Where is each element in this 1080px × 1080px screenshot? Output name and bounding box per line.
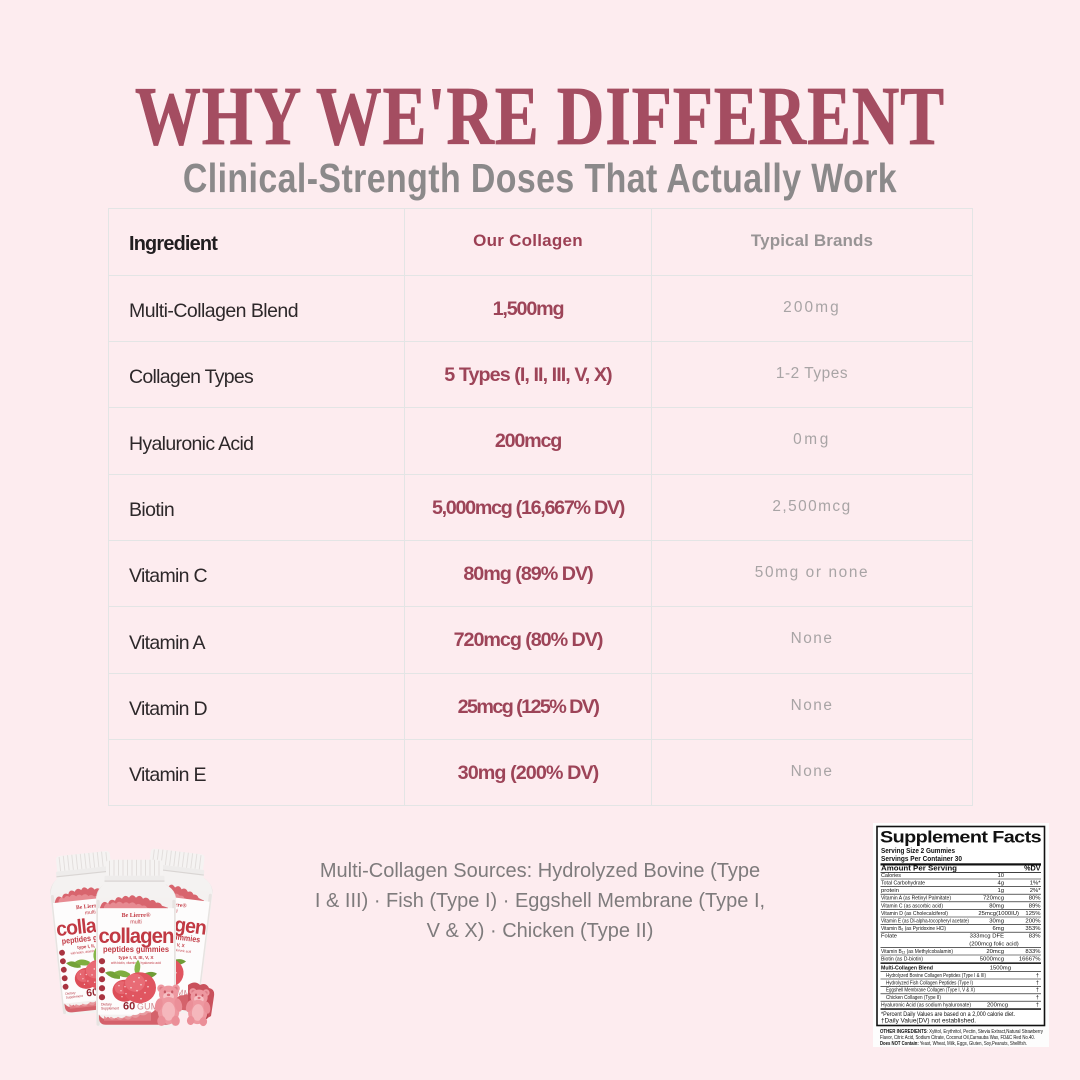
- svg-text:Eggshell Membrane Collagen (Ty: Eggshell Membrane Collagen (Type I, V & …: [886, 988, 975, 994]
- svg-text:Vitamin D (as Cholecalciferol): Vitamin D (as Cholecalciferol): [881, 911, 948, 917]
- svg-text:5000mcg: 5000mcg: [980, 957, 1004, 963]
- svg-text:Vitamin B₆ (as Pyridoxine HCl): Vitamin B₆ (as Pyridoxine HCl): [881, 926, 946, 932]
- svg-text:200%: 200%: [1025, 919, 1041, 925]
- svg-text:Does NOT Contain: Yeast, Wheat: Does NOT Contain: Yeast, Wheat, Milk, Eg…: [880, 1041, 1027, 1047]
- svg-text:200mcg: 200mcg: [987, 1003, 1008, 1009]
- svg-text:†: †: [1036, 973, 1039, 979]
- svg-text:20mcg: 20mcg: [986, 949, 1004, 955]
- svg-text:Vitamin B₁₂ (as Methylcobalami: Vitamin B₁₂ (as Methylcobalamin): [881, 949, 953, 955]
- svg-text:1g: 1g: [997, 888, 1004, 894]
- svg-text:Calories: Calories: [881, 873, 901, 879]
- svg-text:2%*: 2%*: [1030, 888, 1042, 894]
- svg-text:6mg: 6mg: [993, 926, 1004, 932]
- svg-text:1%*: 1%*: [1030, 881, 1042, 887]
- svg-text:protein: protein: [881, 888, 899, 894]
- svg-text:%DV: %DV: [1024, 863, 1041, 872]
- svg-text:83%: 83%: [1029, 934, 1042, 940]
- svg-text:Vitamin C (as ascorbic acid): Vitamin C (as ascorbic acid): [881, 903, 943, 909]
- svg-text:Hydrolyzed Fish Collagen Pepti: Hydrolyzed Fish Collagen Peptides (Type …: [886, 980, 973, 986]
- svg-text:25mcg(1000IU): 25mcg(1000IU): [978, 911, 1019, 917]
- svg-text:125%: 125%: [1025, 911, 1041, 917]
- svg-text:353%: 353%: [1025, 926, 1041, 932]
- svg-text:†Daily Value(DV) not establish: †Daily Value(DV) not established.: [881, 1018, 976, 1025]
- svg-text:16667%: 16667%: [1019, 957, 1041, 963]
- svg-text:†: †: [1036, 995, 1039, 1001]
- svg-text:80%: 80%: [1029, 896, 1042, 902]
- svg-text:10: 10: [997, 873, 1004, 879]
- svg-text:Folate: Folate: [881, 934, 898, 940]
- svg-text:Flavor, Citric Acid, Sodium Ci: Flavor, Citric Acid, Sodium Citrate, Coc…: [880, 1035, 1035, 1041]
- svg-text:Vitamin E (as Dl-alpha-tocophe: Vitamin E (as Dl-alpha-tocopheryl acetat…: [881, 919, 969, 925]
- svg-text:Vitamin A (as Retinyl Palmitat: Vitamin A (as Retinyl Palmitate): [881, 896, 951, 902]
- svg-text:Servings Per Container 30: Servings Per Container 30: [881, 854, 962, 863]
- svg-text:†: †: [1036, 1003, 1039, 1009]
- svg-text:†: †: [1036, 988, 1039, 994]
- svg-text:Total Carbohydrate: Total Carbohydrate: [881, 881, 926, 887]
- svg-text:333mcg DFE: 333mcg DFE: [970, 934, 1004, 940]
- svg-text:OTHER INGREDIENTS: Xylitol, Er: OTHER INGREDIENTS: Xylitol, Erythritol, …: [880, 1029, 1043, 1035]
- svg-text:1500mg: 1500mg: [990, 966, 1011, 972]
- svg-text:80mg: 80mg: [989, 903, 1004, 909]
- svg-text:*Percent Daily Values are base: *Percent Daily Values are based on a 2,0…: [881, 1011, 1015, 1018]
- svg-text:4g: 4g: [997, 881, 1004, 887]
- svg-text:Biotin (as D-biotin): Biotin (as D-biotin): [881, 957, 923, 963]
- svg-text:Amount Per Serving: Amount Per Serving: [881, 863, 958, 872]
- svg-text:Supplement Facts: Supplement Facts: [880, 829, 1041, 847]
- svg-text:Multi-Collagen Blend: Multi-Collagen Blend: [881, 966, 933, 972]
- svg-text:720mcg: 720mcg: [983, 896, 1004, 902]
- svg-text:Hydrolyzed Bovine Collagen Pep: Hydrolyzed Bovine Collagen Peptides (Typ…: [886, 973, 986, 979]
- svg-text:†: †: [1036, 980, 1039, 986]
- svg-text:833%: 833%: [1025, 949, 1041, 955]
- svg-text:Chicken Collagen (Type II): Chicken Collagen (Type II): [886, 995, 941, 1001]
- svg-text:Hyaluronic Acid (as sodium hya: Hyaluronic Acid (as sodium hyaluronate): [881, 1003, 971, 1009]
- svg-text:(200mcg folic acid): (200mcg folic acid): [969, 941, 1018, 947]
- svg-text:Serving Size 2 Gummies: Serving Size 2 Gummies: [881, 846, 955, 855]
- svg-text:89%: 89%: [1029, 903, 1042, 909]
- svg-text:30mg: 30mg: [989, 919, 1004, 925]
